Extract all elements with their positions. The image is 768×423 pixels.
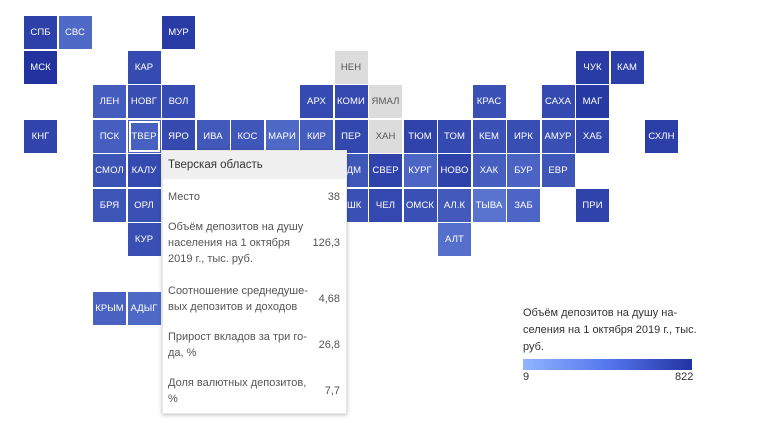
tooltip-row-rank: Место 38 (168, 189, 340, 205)
region-tile-кар[interactable]: КАР (127, 50, 161, 84)
region-tile-бря[interactable]: БРЯ (93, 188, 126, 222)
region-tile-твер[interactable]: ТВЕР (127, 119, 161, 153)
region-tile-схлн[interactable]: СХЛН (645, 119, 678, 153)
region-tile-кем[interactable]: КЕМ (472, 119, 506, 153)
region-tile-чел[interactable]: ЧЕЛ (369, 188, 402, 222)
region-tile-мск[interactable]: МСК (24, 50, 57, 84)
legend-gradient-bar (523, 359, 692, 370)
color-legend: Объём депозитов на душу на-селения на 1 … (523, 305, 698, 383)
region-tile-свс[interactable]: СВС (58, 16, 92, 49)
region-tile-свер[interactable]: СВЕР (369, 154, 402, 187)
region-tile-нен[interactable]: НЕН (334, 50, 368, 84)
region-tile-крас[interactable]: КРАС (472, 85, 506, 118)
region-tile-кург[interactable]: КУРГ (403, 154, 437, 187)
tooltip-label: Объём депозитов на душу населения на 1 о… (168, 221, 304, 265)
region-tile-ново[interactable]: НОВО (438, 154, 471, 187)
region-tile-смол[interactable]: СМОЛ (93, 154, 126, 187)
region-tile-кур[interactable]: КУР (127, 223, 161, 256)
region-tile-пск[interactable]: ПСК (93, 119, 126, 153)
region-tile-адыг[interactable]: АДЫГ (127, 292, 161, 325)
region-tile-вол[interactable]: ВОЛ (162, 85, 195, 118)
region-tile-том[interactable]: ТОМ (438, 119, 471, 153)
tooltip-row-fx-share: Доля валютных депозитов, % 7,7 (168, 375, 340, 407)
region-tile-бур[interactable]: БУР (507, 154, 540, 187)
region-tile-при[interactable]: ПРИ (576, 188, 609, 222)
region-tile-кос[interactable]: КОС (231, 119, 264, 153)
region-tile-яро[interactable]: ЯРО (162, 119, 195, 153)
region-tile-алк[interactable]: АЛ.К (438, 188, 471, 222)
legend-min-label: 9 (523, 371, 530, 383)
region-tile-хаб[interactable]: ХАБ (576, 119, 609, 153)
region-tile-коми[interactable]: КОМИ (334, 85, 368, 118)
region-tile-орл[interactable]: ОРЛ (127, 188, 161, 222)
tooltip-value: 38 (327, 191, 340, 203)
tooltip-label: Прирост вкладов за три го-да, % (168, 331, 307, 359)
region-tile-кам[interactable]: КАМ (610, 50, 644, 84)
region-tile-лен[interactable]: ЛЕН (93, 85, 126, 118)
legend-title: Объём депозитов на душу на-селения на 1 … (523, 307, 697, 353)
region-tile-крым[interactable]: КРЫМ (93, 292, 126, 325)
region-tile-кир[interactable]: КИР (300, 119, 333, 153)
region-tile-маг[interactable]: МАГ (576, 85, 609, 118)
region-tile-саха[interactable]: САХА (541, 85, 575, 118)
region-tile-ирк[interactable]: ИРК (507, 119, 540, 153)
region-tile-ива[interactable]: ИВА (196, 119, 230, 153)
region-tile-омск[interactable]: ОМСК (403, 188, 437, 222)
tooltip-label: Место (168, 191, 200, 203)
tooltip-row-growth: Прирост вкладов за три го-да, % 26,8 (168, 329, 340, 361)
region-tile-тыва[interactable]: ТЫВА (472, 188, 506, 222)
tooltip-label: Доля валютных депозитов, % (168, 377, 307, 405)
tooltip-value: 7,7 (324, 385, 340, 397)
region-tile-алт[interactable]: АЛТ (438, 223, 471, 256)
region-tile-тюм[interactable]: ТЮМ (403, 119, 437, 153)
tooltip-row-deposits: Объём депозитов на душу населения на 1 о… (168, 219, 340, 267)
region-tile-мари[interactable]: МАРИ (265, 119, 299, 153)
tooltip-value: 126,3 (312, 237, 340, 249)
region-tile-арх[interactable]: АРХ (300, 85, 333, 118)
region-tooltip: Тверская область Место 38 Объём депозито… (162, 150, 347, 414)
region-tile-заб[interactable]: ЗАБ (507, 188, 540, 222)
region-tile-спб[interactable]: СПБ (24, 16, 57, 49)
region-tile-кнг[interactable]: КНГ (24, 119, 57, 153)
region-tile-ямал[interactable]: ЯМАЛ (369, 85, 402, 118)
region-tile-мур[interactable]: МУР (162, 16, 195, 49)
region-tile-хан[interactable]: ХАН (369, 119, 402, 153)
region-tile-чук[interactable]: ЧУК (576, 50, 609, 84)
region-tile-пер[interactable]: ПЕР (334, 119, 368, 153)
region-tile-хак[interactable]: ХАК (472, 154, 506, 187)
region-tile-новг[interactable]: НОВГ (127, 85, 161, 118)
tooltip-value: 4,68 (318, 293, 340, 305)
tooltip-value: 26,8 (318, 339, 340, 351)
tooltip-title: Тверская область (163, 151, 346, 179)
legend-max-label: 822 (675, 371, 694, 383)
region-tile-калу[interactable]: КАЛУ (127, 154, 161, 187)
tooltip-row-ratio: Соотношение среднедуше-вых депозитов и д… (168, 283, 340, 315)
tooltip-label: Соотношение среднедуше-вых депозитов и д… (168, 285, 308, 313)
region-tile-амур[interactable]: АМУР (541, 119, 575, 153)
region-tile-евр[interactable]: ЕВР (541, 154, 575, 187)
